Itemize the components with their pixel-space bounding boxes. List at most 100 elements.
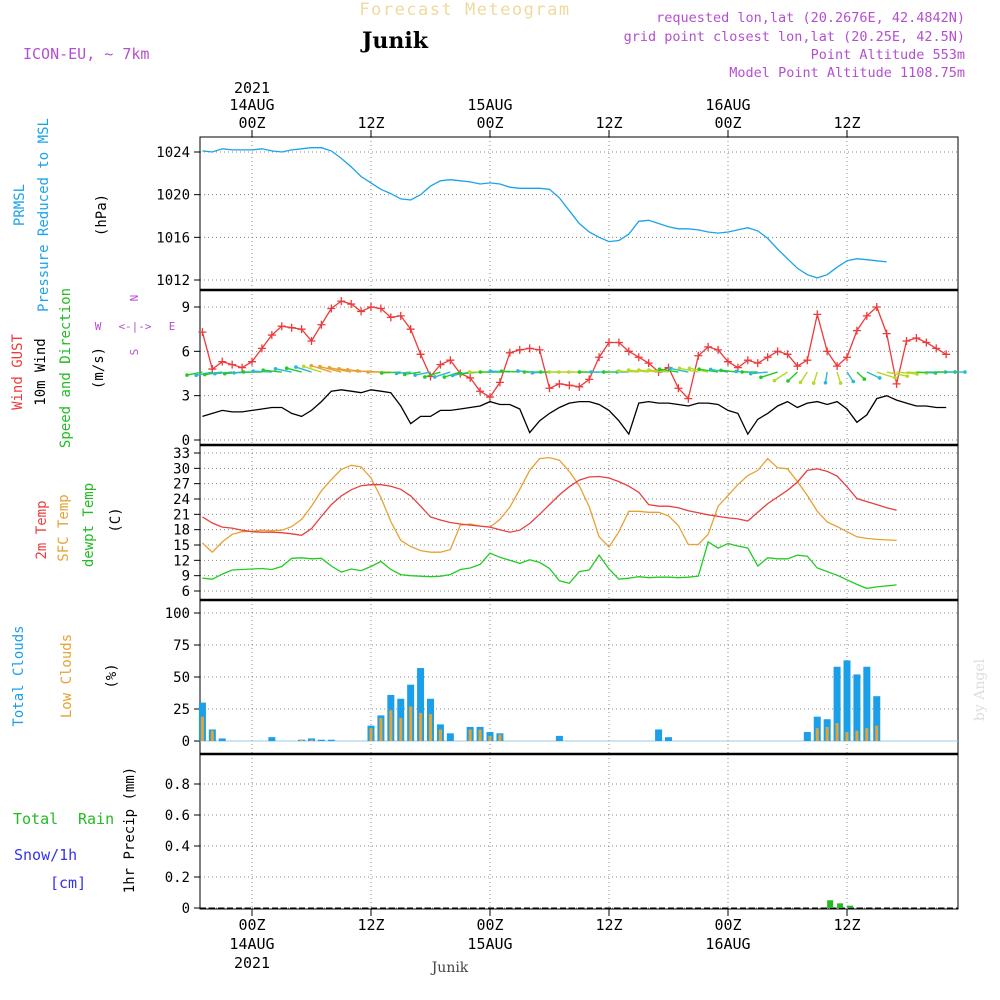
wind-arrow-head	[459, 372, 463, 376]
wind-arrow-head	[467, 370, 472, 374]
grid-coords: grid point closest lon,lat (20.25E, 42.5…	[624, 29, 965, 45]
label-wind-gust: Wind GUST	[10, 334, 26, 410]
pressure-labels: PRMSL Pressure Reduced to MSL (hPa)	[12, 118, 110, 312]
label-sfc-temp: SFC Temp	[56, 494, 72, 561]
gust-point	[793, 362, 802, 371]
gust-point	[307, 336, 316, 345]
wind-arrow-head	[786, 379, 790, 383]
wind-arrow-head	[657, 367, 662, 372]
ytick-label: 50	[173, 670, 190, 686]
wind-arrow	[404, 371, 421, 376]
top-tick-label: 12Z	[595, 114, 622, 132]
gust-point	[515, 345, 524, 354]
bottom-tick-label: 12Z	[357, 916, 384, 934]
requested-coords: requested lon,lat (20.2676E, 42.4842N)	[656, 10, 965, 26]
ytick-label: 0	[182, 433, 190, 449]
total-cloud-bar	[863, 666, 871, 741]
total-cloud-bar	[218, 738, 226, 741]
gust-point	[585, 375, 594, 384]
wind-arrow	[275, 368, 292, 373]
gust-point	[357, 307, 366, 316]
panel-wind: 0 3 6 9	[182, 289, 959, 449]
label-prmsl: PRMSL	[12, 184, 28, 226]
wind-arrow-head	[185, 373, 189, 377]
wind-arrow-head	[318, 364, 322, 369]
total-cloud-bar	[853, 674, 861, 741]
cloud-bars	[198, 660, 958, 742]
total-cloud-bar	[803, 732, 811, 741]
gust-point	[862, 311, 871, 320]
wind-arrow-head	[905, 374, 910, 378]
gust-point	[446, 356, 455, 365]
wind-arrow-head	[337, 366, 341, 371]
wind-arrow-head	[241, 370, 246, 374]
total-cloud-bar	[833, 666, 841, 741]
wind-arrow-head	[273, 366, 278, 371]
top-tick-label: 00Z	[476, 114, 503, 132]
ytick-label: 12	[173, 553, 190, 569]
gust-point	[436, 360, 445, 369]
top-date-label: 16AUG	[705, 96, 750, 114]
gust-point	[337, 297, 346, 306]
top-date-label: 15AUG	[467, 96, 512, 114]
sfc-temp-line	[201, 456, 897, 554]
wind-arrow-head	[366, 370, 370, 374]
wind-arrow-head	[838, 381, 843, 385]
label-precip-axis: 1hr Precip (mm)	[122, 767, 138, 893]
wind-arrow	[396, 371, 411, 375]
wind-arrow-head	[617, 369, 621, 373]
wind-arrow	[699, 368, 719, 373]
wind-arrow-head	[687, 366, 692, 371]
gust-point	[823, 347, 832, 356]
wind-arrow	[659, 368, 679, 373]
label-rain: Rain	[78, 810, 114, 828]
wind-arrow-head	[677, 366, 682, 371]
gust-point	[813, 310, 822, 319]
wind-arrow	[311, 364, 332, 373]
ytick-label: 15	[173, 538, 190, 554]
ytick-label: 1024	[156, 145, 190, 161]
ytick-label: 1020	[156, 188, 190, 204]
gust-point	[753, 359, 762, 368]
gust-point	[942, 350, 951, 359]
total-cloud-bar	[873, 696, 881, 741]
total-cloud-bar	[655, 729, 663, 741]
ytick-label: 1016	[156, 230, 190, 246]
panel-precipitation: 0 0.2 0.4 0.6 0.8	[165, 753, 959, 917]
ytick-label: 0.4	[165, 839, 190, 855]
wind-arrow-head	[566, 370, 571, 374]
wind-arrow-head	[697, 367, 701, 372]
wind-arrow	[295, 366, 312, 373]
gust-point	[803, 356, 812, 365]
model-altitude: Model Point Altitude 1108.75m	[729, 65, 965, 81]
panel-prmsl: 1012 1016 1020 1024	[156, 136, 959, 291]
label-total-clouds: Total Clouds	[11, 625, 27, 726]
wind-arrow	[434, 371, 451, 378]
wind-arrow-head	[301, 364, 306, 369]
label-low-clouds: Low Clouds	[59, 634, 75, 718]
wind-arrow-head	[442, 375, 447, 379]
label-hpa: (hPa)	[94, 194, 110, 236]
gust-point	[555, 379, 564, 388]
low-cloud-bar	[855, 730, 859, 741]
gust-point	[277, 322, 286, 331]
gust-point	[902, 336, 911, 345]
wind-arrow-head	[379, 371, 384, 375]
wind-arrow-head	[734, 369, 739, 374]
gust-point	[684, 394, 693, 403]
pressure-line	[202, 147, 887, 279]
wind-arrow-head	[402, 372, 407, 377]
wind-arrow-head	[893, 376, 897, 380]
ytick-label: 25	[173, 702, 190, 718]
year-top: 2021	[234, 79, 270, 97]
bottom-tick-label: 00Z	[714, 916, 741, 934]
compass-w: W	[95, 320, 102, 333]
low-cloud-bar	[825, 726, 829, 741]
wind-direction-arrows	[185, 363, 967, 385]
gust-point	[743, 356, 752, 365]
wind-arrow-head	[394, 371, 399, 376]
low-cloud-bar	[875, 725, 879, 741]
gust-point	[347, 300, 356, 309]
gust-point	[595, 353, 604, 362]
